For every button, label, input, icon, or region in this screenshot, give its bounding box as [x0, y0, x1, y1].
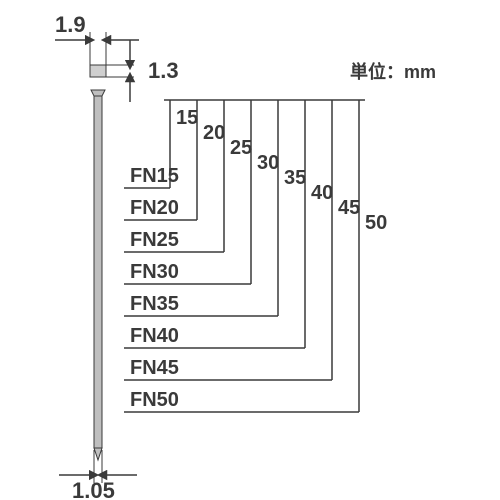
- length-code: FN45: [130, 357, 179, 379]
- nail-head: [90, 65, 106, 77]
- length-value: 15: [176, 107, 198, 129]
- dim-head-height: 1.3: [148, 58, 179, 83]
- length-value: 50: [365, 212, 387, 234]
- length-value: 40: [311, 182, 333, 204]
- length-value: 20: [203, 122, 225, 144]
- unit-label: 単位：mm: [350, 61, 436, 82]
- length-code: FN15: [130, 165, 179, 187]
- length-value: 35: [284, 167, 306, 189]
- nail-shaft: [94, 90, 102, 448]
- dim-head-width: 1.9: [55, 12, 86, 37]
- length-code: FN25: [130, 229, 179, 251]
- length-code: FN50: [130, 389, 179, 411]
- length-code: FN40: [130, 325, 179, 347]
- length-value: 30: [257, 152, 279, 174]
- nail-shaft-top: [91, 90, 105, 96]
- length-value: 25: [230, 137, 252, 159]
- length-value: 45: [338, 197, 360, 219]
- length-code: FN30: [130, 261, 179, 283]
- dim-tip-width: 1.05: [72, 478, 115, 500]
- length-code: FN20: [130, 197, 179, 219]
- nail-tip: [94, 448, 102, 460]
- length-code: FN35: [130, 293, 179, 315]
